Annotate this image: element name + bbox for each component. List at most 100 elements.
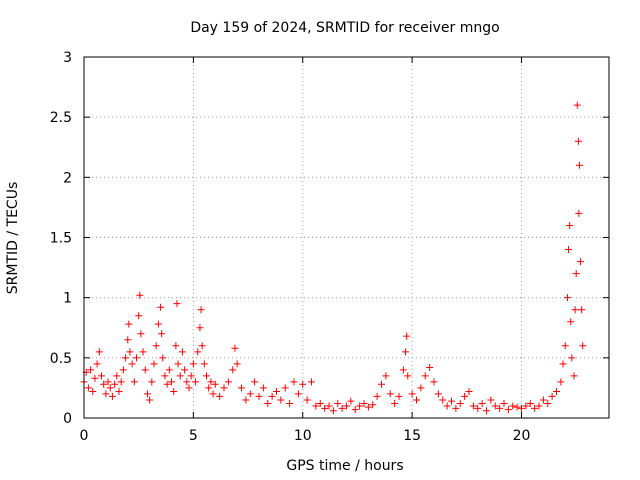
data-point bbox=[268, 392, 276, 400]
data-point bbox=[95, 348, 103, 356]
data-point bbox=[544, 400, 552, 408]
data-point bbox=[402, 348, 410, 356]
data-point bbox=[125, 320, 133, 328]
data-point bbox=[531, 404, 539, 412]
data-point bbox=[478, 400, 486, 408]
data-point bbox=[391, 400, 399, 408]
data-point bbox=[158, 330, 166, 338]
y-tick-label: 3 bbox=[63, 50, 72, 66]
data-point bbox=[434, 390, 442, 398]
data-point bbox=[205, 384, 213, 392]
data-point bbox=[299, 380, 307, 388]
data-point bbox=[137, 330, 145, 338]
data-point bbox=[181, 366, 189, 374]
x-tick-label: 10 bbox=[294, 428, 312, 444]
grid-lines bbox=[84, 57, 609, 418]
data-point bbox=[141, 366, 149, 374]
data-point bbox=[277, 396, 285, 404]
data-point bbox=[84, 384, 92, 392]
y-tick-label: 0 bbox=[63, 411, 72, 427]
data-point bbox=[273, 388, 280, 396]
data-point bbox=[198, 342, 206, 350]
data-point bbox=[294, 390, 302, 398]
data-point bbox=[117, 378, 125, 386]
data-point bbox=[522, 402, 530, 410]
data-point bbox=[192, 378, 200, 386]
data-point bbox=[321, 404, 329, 412]
data-point bbox=[91, 374, 99, 382]
data-point bbox=[185, 384, 193, 392]
data-point bbox=[483, 407, 490, 415]
data-point bbox=[561, 342, 569, 350]
data-point bbox=[575, 209, 583, 217]
data-point bbox=[421, 372, 429, 380]
data-point bbox=[163, 380, 171, 388]
data-point bbox=[196, 324, 204, 332]
data-point bbox=[122, 354, 130, 362]
data-point bbox=[395, 392, 403, 400]
data-point bbox=[373, 392, 381, 400]
data-point bbox=[152, 342, 160, 350]
data-point bbox=[165, 366, 173, 374]
data-point bbox=[570, 372, 578, 380]
data-point bbox=[168, 378, 175, 386]
data-point bbox=[566, 221, 574, 229]
data-point bbox=[509, 402, 517, 410]
data-point bbox=[403, 332, 411, 340]
data-point bbox=[382, 372, 390, 380]
data-point bbox=[130, 378, 138, 386]
data-point bbox=[578, 306, 586, 314]
data-point bbox=[572, 270, 580, 278]
data-point bbox=[553, 388, 560, 396]
data-point bbox=[500, 400, 508, 408]
data-point bbox=[559, 360, 567, 368]
x-tick-label: 5 bbox=[189, 428, 198, 444]
data-point bbox=[364, 403, 372, 411]
axis-ticks: 0 5 10 15 20 0 0.5 1 1.5 2 2.5 3 bbox=[50, 50, 609, 444]
data-point bbox=[115, 388, 123, 396]
data-point bbox=[157, 303, 165, 311]
data-point bbox=[443, 402, 451, 410]
data-point bbox=[360, 400, 368, 408]
data-point bbox=[565, 246, 573, 254]
data-point bbox=[233, 360, 241, 368]
y-axis-label: SRMTID / TECUs bbox=[5, 182, 21, 295]
data-point bbox=[176, 372, 184, 380]
data-point bbox=[104, 378, 112, 386]
data-point bbox=[246, 390, 254, 398]
data-point bbox=[329, 407, 337, 415]
data-point bbox=[93, 360, 101, 368]
data-point bbox=[173, 300, 181, 308]
data-point bbox=[334, 400, 342, 408]
data-point bbox=[325, 402, 333, 410]
chart-title: Day 159 of 2024, SRMTID for receiver mng… bbox=[190, 20, 499, 36]
data-point bbox=[194, 348, 202, 356]
data-point bbox=[189, 360, 197, 368]
data-point bbox=[308, 378, 315, 386]
y-tick-label: 2 bbox=[63, 170, 72, 186]
data-point bbox=[539, 396, 547, 404]
data-point bbox=[216, 392, 224, 400]
data-point bbox=[174, 360, 182, 368]
data-point bbox=[102, 390, 110, 398]
data-point bbox=[430, 378, 438, 386]
data-point bbox=[439, 396, 447, 404]
data-point bbox=[491, 402, 499, 410]
data-point bbox=[126, 348, 134, 356]
data-point bbox=[148, 378, 156, 386]
data-point bbox=[351, 406, 359, 414]
y-tick-label: 1 bbox=[63, 291, 72, 307]
data-point bbox=[448, 397, 455, 405]
data-point bbox=[356, 402, 364, 410]
data-point bbox=[286, 400, 294, 408]
data-point bbox=[136, 291, 144, 299]
data-point bbox=[172, 342, 180, 350]
data-point bbox=[487, 396, 495, 404]
data-point bbox=[159, 354, 167, 362]
data-point bbox=[461, 392, 469, 400]
data-point bbox=[119, 366, 127, 374]
data-point bbox=[106, 384, 114, 392]
data-point bbox=[187, 372, 195, 380]
data-point bbox=[574, 137, 582, 145]
data-point bbox=[108, 392, 116, 400]
